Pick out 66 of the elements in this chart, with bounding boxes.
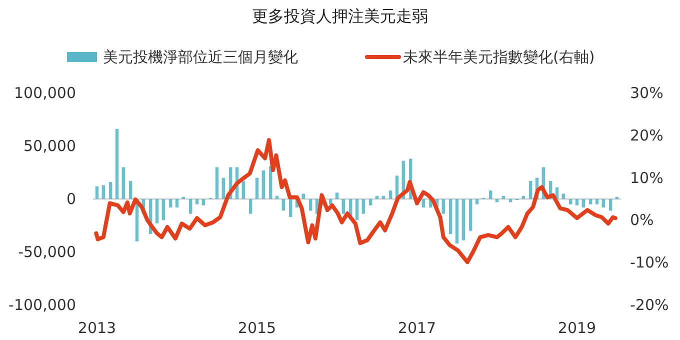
bar bbox=[175, 199, 179, 208]
bar bbox=[362, 199, 365, 214]
legend-label: 未來半年美元指數變化(右軸) bbox=[403, 48, 595, 66]
bar bbox=[262, 170, 265, 199]
bar bbox=[309, 199, 312, 211]
bar bbox=[442, 199, 445, 214]
y2-tick-label: 30% bbox=[630, 84, 664, 102]
y-tick-label: 100,000 bbox=[14, 84, 76, 102]
bar bbox=[355, 199, 359, 220]
bar bbox=[249, 199, 252, 214]
y2-tick-label: 0% bbox=[630, 211, 654, 230]
bar bbox=[575, 199, 579, 206]
bar bbox=[242, 180, 245, 199]
bar bbox=[222, 178, 225, 199]
bar bbox=[302, 194, 305, 199]
y2-tick-label: -20% bbox=[630, 296, 669, 314]
x-tick-label: 2013 bbox=[78, 319, 116, 337]
bar bbox=[109, 182, 112, 199]
bar bbox=[155, 199, 159, 224]
bar bbox=[255, 178, 259, 199]
y2-tick-label: 10% bbox=[630, 168, 664, 187]
bar bbox=[475, 199, 479, 204]
bar bbox=[95, 186, 99, 199]
y2-tick-label: -10% bbox=[630, 254, 669, 272]
bar bbox=[469, 199, 472, 231]
bar bbox=[369, 199, 372, 206]
y-tick-label: 50,000 bbox=[24, 137, 76, 155]
line-series bbox=[94, 138, 618, 264]
bar bbox=[389, 190, 392, 199]
chart-title: 更多投資人押注美元走弱 bbox=[252, 6, 428, 26]
bar bbox=[602, 199, 605, 208]
legend-label: 美元投機淨部位近三個月變化 bbox=[103, 48, 298, 66]
bar bbox=[335, 192, 339, 199]
bar bbox=[589, 199, 592, 204]
bar bbox=[562, 194, 565, 199]
bar bbox=[569, 199, 572, 204]
bar bbox=[115, 129, 119, 199]
y2-tick-label: 20% bbox=[630, 126, 664, 144]
bar bbox=[122, 167, 125, 199]
bar bbox=[609, 199, 612, 211]
bar bbox=[582, 199, 585, 208]
bar bbox=[215, 167, 219, 199]
x-tick-label: 2015 bbox=[238, 319, 276, 337]
bar bbox=[342, 199, 345, 214]
bar bbox=[455, 199, 459, 244]
x-tick-label: 2017 bbox=[398, 319, 436, 337]
bar bbox=[195, 199, 199, 204]
x-tick-label: 2019 bbox=[558, 319, 596, 337]
bar bbox=[189, 199, 192, 214]
bar bbox=[202, 199, 205, 206]
bar bbox=[462, 199, 465, 240]
y-tick-label: -50,000 bbox=[18, 243, 76, 261]
bar bbox=[282, 199, 285, 211]
y-tick-label: 0 bbox=[66, 190, 76, 208]
bar bbox=[529, 180, 532, 199]
bar bbox=[102, 185, 105, 199]
bar bbox=[162, 199, 165, 220]
bar bbox=[289, 199, 292, 218]
y-tick-label: -100,000 bbox=[8, 296, 76, 314]
bar bbox=[449, 199, 452, 234]
bar bbox=[422, 199, 425, 208]
bar bbox=[489, 190, 492, 199]
bar bbox=[129, 180, 132, 199]
bar bbox=[329, 199, 332, 204]
bar bbox=[595, 199, 599, 204]
bar bbox=[169, 199, 172, 208]
